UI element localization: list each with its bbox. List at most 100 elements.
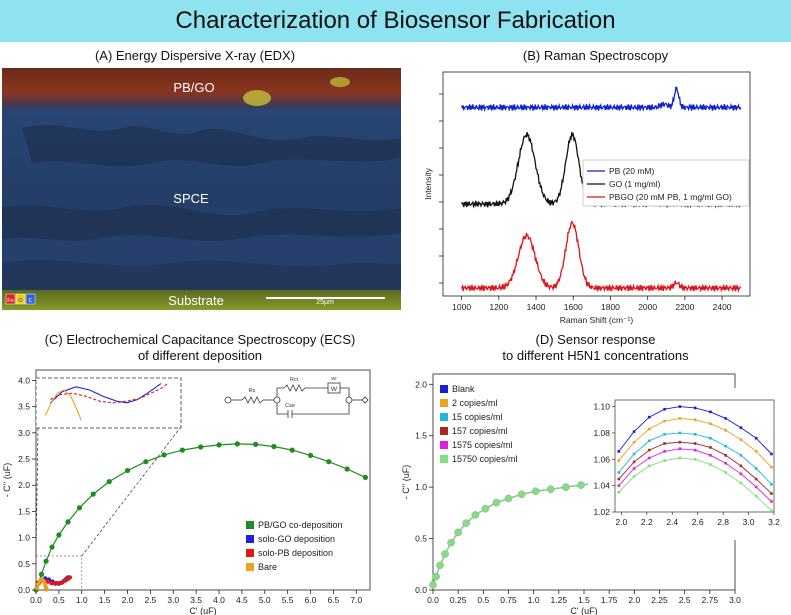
response-main-point — [517, 490, 526, 499]
response-main-point — [562, 483, 570, 491]
response-inset-point — [648, 427, 651, 431]
ecs-x-tick-label: 6.5 — [327, 595, 339, 605]
response-legend-label: 15 copies/ml — [452, 412, 503, 422]
ecs-point — [41, 579, 46, 584]
ecs-y-tick-label: 0.5 — [18, 559, 30, 569]
response-main-point — [429, 581, 437, 589]
ecs-point — [161, 452, 167, 458]
response-y-tick-label: 2.0 — [415, 379, 427, 389]
ecs-x-tick-label: 2.0 — [122, 595, 134, 605]
raman-series-0 — [461, 86, 742, 113]
edx-element-legend: Fe O C — [5, 293, 36, 305]
response-inset-point — [617, 477, 621, 481]
ecs-point — [179, 447, 186, 453]
ecs-y-tick-label: 2.0 — [18, 480, 30, 490]
raman-y-axis-label: Intensity — [423, 167, 433, 199]
response-inset-point — [617, 471, 621, 474]
ecs-point — [198, 444, 204, 450]
ecs-legend-swatch — [246, 563, 254, 571]
circuit-resistor-rs — [241, 396, 264, 404]
circuit-wire — [276, 387, 284, 397]
response-inset-point — [770, 500, 773, 503]
ecs-point — [143, 459, 149, 465]
edx-oxygen-spot — [330, 77, 350, 87]
response-inset-y-tick-label: 1.04 — [593, 481, 610, 491]
raman-legend: PB (20 mM) GO (1 mg/ml) PBGO (20 mM PB, 1 … — [582, 159, 750, 207]
ecs-legend: PB/GO co-deposition solo-GO deposition sol… — [246, 520, 343, 572]
response-inset-point — [648, 439, 651, 443]
circuit-node — [273, 396, 281, 404]
ecs-plot-frame — [35, 369, 371, 591]
banner: Characterization of Biosensor Fabricatio… — [0, 0, 791, 42]
response-inset-point — [754, 467, 758, 470]
response-inset-point — [739, 472, 743, 476]
response-inset-point — [709, 410, 712, 414]
edx-label-spce: SPCE — [173, 191, 209, 206]
raman-legend-label: PBGO (20 mM PB, 1 mg/ml GO) — [609, 192, 732, 202]
ecs-series-group — [33, 441, 369, 593]
ecs-point — [49, 544, 55, 550]
ecs-point — [65, 519, 71, 525]
circuit-terminal — [224, 396, 232, 404]
response-inset-point — [770, 483, 773, 486]
response-inset-point — [632, 467, 636, 470]
raman-legend-label: PB (20 mM) — [609, 166, 655, 176]
raman-x-tick-label: 2400 — [713, 302, 732, 312]
response-inset-point — [693, 448, 697, 452]
response-x-tick-label: 0.25 — [450, 595, 467, 605]
raman-x-tick-label: 1000 — [452, 302, 471, 312]
ecs-point — [44, 587, 49, 592]
response-legend-swatch — [440, 441, 448, 449]
ecs-point — [76, 505, 83, 511]
response-inset-point — [709, 422, 712, 426]
response-legend: Blank 2 copies/ml 15 copies/ml 157 copies/m… — [440, 384, 518, 464]
response-inset-y-tick-label: 1.08 — [593, 428, 610, 438]
response-main-point — [546, 485, 555, 494]
response-inset-background — [588, 388, 785, 540]
ecs-legend-swatch — [246, 535, 254, 543]
ecs-point — [38, 571, 45, 577]
ecs-legend-label: solo-PB deposition — [258, 548, 333, 558]
edx-dark-region — [22, 125, 401, 167]
response-inset-point — [754, 436, 758, 440]
response-legend-swatch — [440, 455, 448, 463]
response-legend-swatch — [440, 385, 448, 393]
response-inset-point — [724, 429, 727, 432]
response-inset-point — [709, 446, 712, 449]
panel-a-title: (A) Energy Dispersive X-ray (EDX) — [94, 48, 296, 63]
response-x-tick-label: 2.0 — [628, 595, 640, 605]
ecs-legend-label: PB/GO co-deposition — [258, 520, 343, 530]
ecs-y-tick-label: 4.0 — [18, 375, 30, 385]
ecs-inset — [35, 377, 182, 429]
ecs-point — [271, 443, 277, 450]
response-inset-point — [693, 442, 697, 445]
response-main-point — [462, 519, 471, 527]
response-x-tick-label: 1.25 — [551, 595, 568, 605]
response-inset-point — [632, 460, 636, 464]
ecs-point — [90, 491, 96, 497]
response-inset-x-tick-label: 2.2 — [641, 517, 653, 527]
response-inset-point — [739, 426, 743, 429]
response-inset-point — [739, 464, 743, 468]
response-inset-point — [632, 452, 636, 456]
circuit-terminal — [361, 396, 369, 404]
circuit-label-rct: Rct — [290, 377, 299, 383]
response-y-tick-label: 0.5 — [415, 534, 427, 544]
response-inset-y-tick-label: 1.10 — [593, 402, 610, 412]
response-chart: 0.0 0.25 0.5 0.75 1.0 1.25 1.5 1.75 2.0 2.25 2.5 2.… — [401, 373, 785, 615]
circuit-label-cse: Cse — [285, 403, 295, 409]
response-inset-point — [632, 475, 636, 478]
element-legend-label: O — [18, 298, 23, 304]
ecs-x-tick-label: 0.5 — [53, 595, 65, 605]
response-inset-point — [709, 436, 712, 440]
edx-label-substrate: Substrate — [168, 293, 224, 308]
response-inset-point — [724, 454, 727, 457]
element-legend-box — [25, 293, 36, 305]
ecs-y-tick-label: 2.5 — [18, 454, 30, 464]
response-inset-point — [709, 454, 712, 457]
ecs-y-tick-label: 3.0 — [18, 428, 30, 438]
ecs-point — [56, 532, 62, 538]
response-inset-point — [739, 438, 743, 441]
element-legend-box — [5, 293, 16, 305]
response-inset-point — [678, 440, 682, 444]
